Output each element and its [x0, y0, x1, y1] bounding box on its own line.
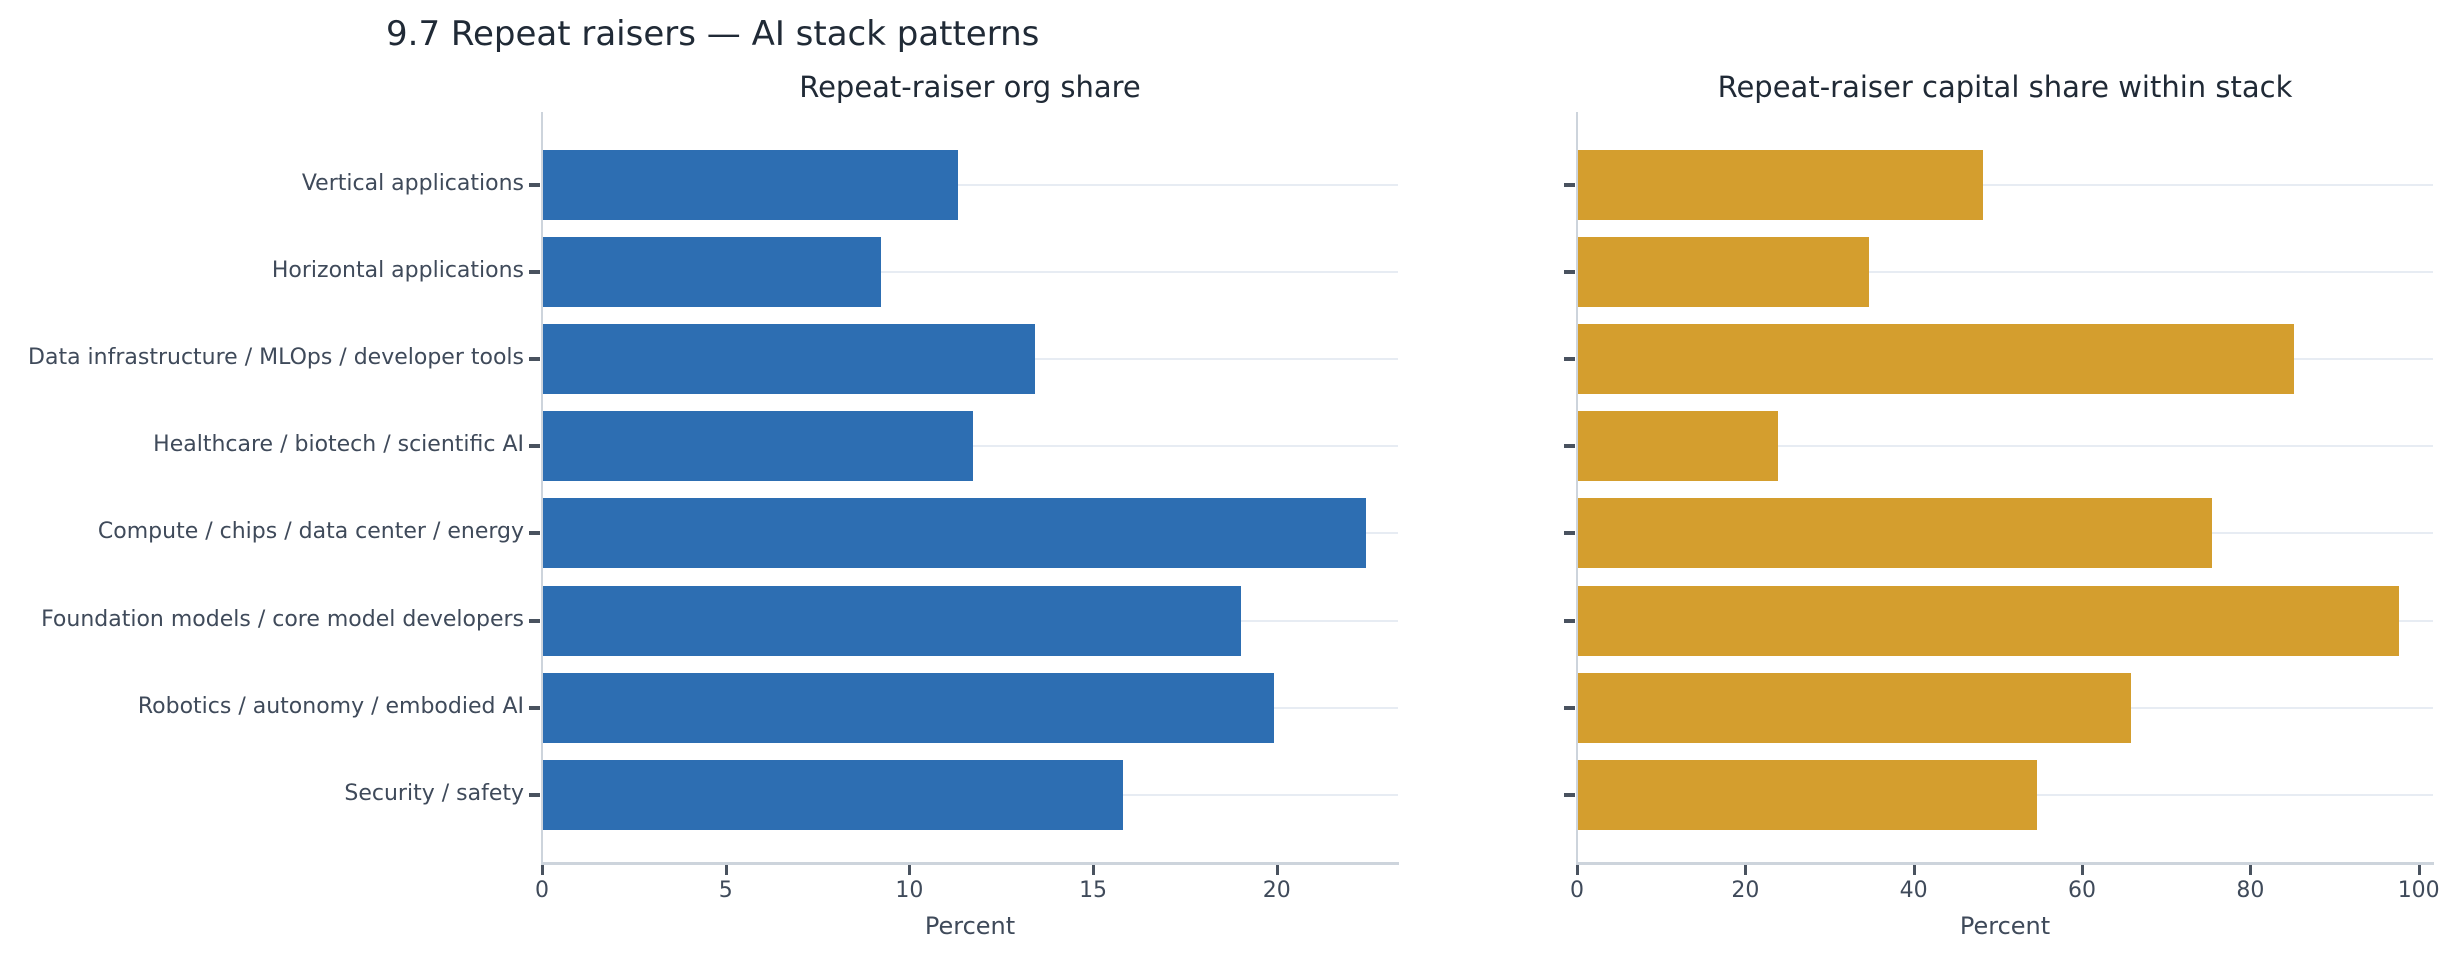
left-chart-title: Repeat-raiser org share [799, 70, 1141, 104]
bar-capital-share [1578, 411, 1778, 482]
y-tick-mark [529, 182, 540, 187]
x-tick-label: 0 [1570, 878, 1584, 903]
bar-org-share [543, 759, 1123, 830]
y-tick-mark [529, 531, 540, 536]
x-tick-label: 5 [718, 878, 733, 903]
y-tick-mark [529, 269, 540, 274]
right-xaxis-label: Percent [1959, 912, 2051, 940]
bar-org-share [543, 411, 973, 482]
bar-org-share [543, 672, 1274, 743]
category-label: Data infrastructure / MLOps / developer … [28, 344, 524, 370]
x-tick-label: 20 [1262, 878, 1291, 903]
gridline [1578, 270, 2433, 273]
bar-org-share [543, 149, 958, 220]
x-tick-mark [1092, 865, 1096, 875]
x-tick-mark [2081, 865, 2084, 875]
x-tick-label: 80 [2236, 878, 2265, 903]
bar-capital-share [1578, 759, 2037, 830]
bar-org-share [543, 585, 1241, 656]
right-chart-title: Repeat-raiser capital share within stack [1717, 70, 2293, 104]
bar-capital-share [1578, 672, 2131, 743]
y-tick-mark [529, 356, 540, 361]
x-tick-label: 100 [2397, 878, 2440, 903]
gridline [1578, 445, 2433, 448]
y-tick-mark [1564, 444, 1575, 449]
left-spine [1576, 112, 1578, 864]
x-tick-mark [2417, 865, 2421, 875]
y-tick-mark [1564, 792, 1575, 797]
bar-capital-share [1578, 149, 1983, 220]
bar-capital-share [1578, 236, 1869, 307]
category-label: Robotics / autonomy / embodied AI [137, 693, 524, 719]
y-tick-mark [1564, 531, 1575, 536]
y-tick-mark [529, 618, 540, 623]
bottom-axis-line [541, 862, 1399, 865]
bar-capital-share [1578, 585, 2399, 656]
x-tick-mark [908, 865, 912, 875]
gridline [543, 270, 1398, 273]
y-tick-mark [1564, 705, 1575, 710]
category-label: Healthcare / biotech / scientific AI [153, 432, 524, 458]
figure-title: 9.7 Repeat raisers — AI stack patterns [386, 14, 1040, 54]
bar-org-share [543, 323, 1035, 394]
category-label: Foundation models / core model developer… [41, 606, 524, 632]
left-plot-area: 0 5 10 15 20 [529, 112, 1399, 903]
x-tick-label: 0 [535, 878, 549, 903]
x-tick-label: 10 [895, 878, 924, 903]
x-tick-mark [541, 865, 544, 875]
y-tick-mark [1564, 182, 1575, 187]
left-xaxis-label: Percent [924, 912, 1016, 940]
x-tick-label: 40 [1899, 878, 1928, 903]
x-tick-mark [1275, 865, 1279, 875]
y-tick-mark [1564, 618, 1575, 623]
y-tick-mark [1564, 356, 1575, 361]
x-tick-mark [1744, 865, 1748, 875]
x-tick-label: 15 [1079, 878, 1108, 903]
category-label: Security / safety [344, 780, 524, 806]
x-tick-mark [724, 865, 728, 875]
x-tick-mark [1576, 865, 1579, 875]
bottom-axis-line [1576, 862, 2434, 865]
category-label: Horizontal applications [271, 257, 524, 283]
bar-capital-share [1578, 498, 2212, 569]
bar-org-share [543, 236, 881, 307]
right-plot-area: 0 20 40 60 80 100 [1564, 112, 2440, 903]
left-spine [541, 112, 543, 864]
x-tick-mark [2249, 865, 2253, 875]
x-tick-label: 60 [2068, 878, 2096, 903]
y-tick-mark [529, 792, 540, 797]
bar-capital-share [1578, 323, 2294, 394]
y-tick-mark [529, 705, 540, 710]
y-tick-mark [529, 444, 540, 449]
category-label: Vertical applications [301, 170, 524, 196]
y-tick-mark [1564, 269, 1575, 274]
gridline [1578, 183, 2433, 186]
x-tick-mark [1912, 865, 1916, 875]
bar-org-share [543, 498, 1366, 569]
x-tick-label: 20 [1731, 878, 1760, 903]
category-label: Compute / chips / data center / energy [97, 519, 524, 545]
gridline [543, 183, 1398, 186]
